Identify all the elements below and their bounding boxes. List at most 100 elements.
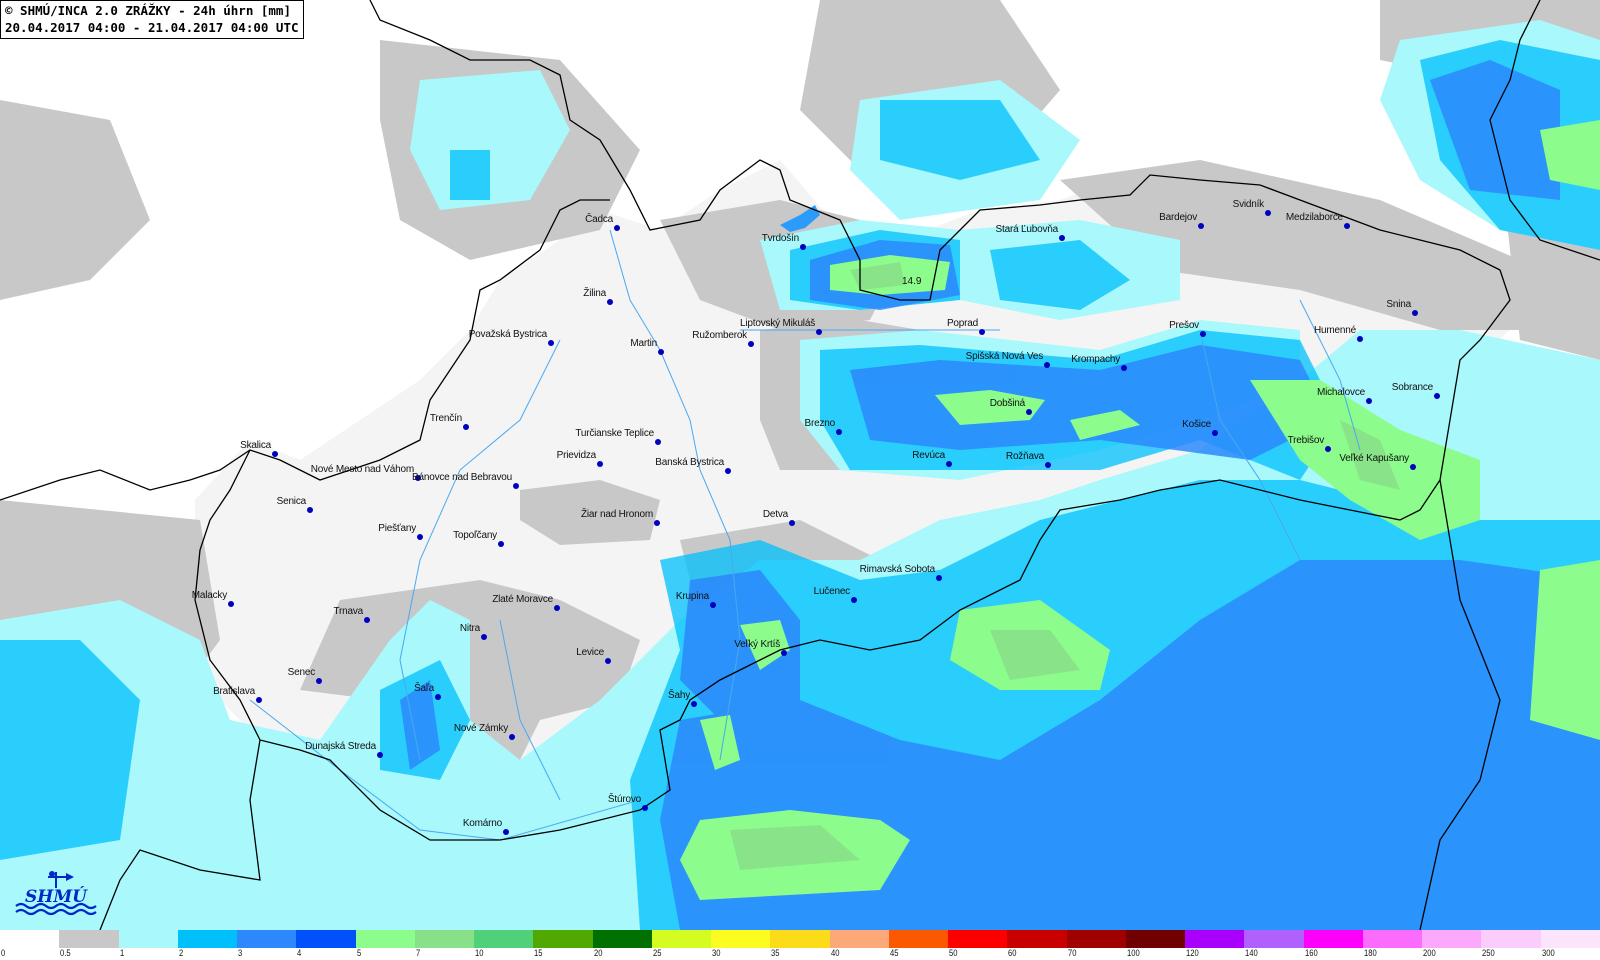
- legend-swatch: [1007, 930, 1068, 948]
- legend-swatch: [711, 930, 772, 948]
- city-label: Michalovce: [1316, 387, 1365, 398]
- city-dot-icon: [498, 541, 504, 547]
- city-label: Dobšiná: [989, 398, 1025, 409]
- legend-label: 40: [830, 948, 840, 959]
- city-dot-icon: [377, 752, 383, 758]
- city-label: Svidník: [1232, 199, 1265, 210]
- legend-label: 4: [297, 948, 302, 959]
- city-label: Snina: [1386, 299, 1411, 310]
- city-dot-icon: [503, 829, 509, 835]
- city-dot-icon: [816, 329, 822, 335]
- legend-label: 200: [1423, 948, 1436, 959]
- city-dot-icon: [946, 461, 952, 467]
- city-label: Rožňava: [1005, 451, 1044, 462]
- legend-label: 70: [1067, 948, 1077, 959]
- city-label: Poprad: [946, 318, 978, 329]
- city-dot-icon: [435, 694, 441, 700]
- legend-swatch: [533, 930, 594, 948]
- legend-swatch: [118, 930, 179, 948]
- city-dot-icon: [1412, 310, 1418, 316]
- legend-label: 100: [1126, 948, 1140, 959]
- legend-label: 250: [1482, 948, 1496, 959]
- legend-label: 0.5: [60, 948, 71, 959]
- legend-label: 0: [1, 948, 6, 959]
- legend-swatch: [592, 930, 653, 948]
- city-label: Revúca: [912, 450, 945, 461]
- legend-swatch: [948, 930, 1009, 948]
- city-label: Nitra: [459, 623, 480, 634]
- city-label: Komárno: [462, 818, 502, 829]
- city-label: Senec: [287, 667, 316, 678]
- legend-swatch: [1540, 930, 1600, 948]
- city-label: Žiar nad Hronom: [580, 509, 653, 520]
- city-label: Topoľčany: [453, 530, 497, 541]
- city-label: Krupina: [675, 591, 709, 602]
- city-label: Tvrdošín: [761, 233, 800, 244]
- city-dot-icon: [1410, 464, 1416, 470]
- city-dot-icon: [1044, 362, 1050, 368]
- city-dot-icon: [256, 697, 262, 703]
- city-label: Trenčín: [429, 413, 462, 424]
- city-label: Považská Bystrica: [468, 329, 547, 340]
- city-dot-icon: [725, 468, 731, 474]
- city-label: Zlaté Moravce: [492, 594, 553, 605]
- city-dot-icon: [607, 299, 613, 305]
- legend-swatch: [296, 930, 357, 948]
- legend-swatch: [59, 930, 120, 948]
- legend-label: 7: [415, 948, 421, 959]
- legend-swatch: [888, 930, 950, 948]
- map-title: © SHMÚ/INCA 2.0 ZRÁŽKY - 24h úhrn [mm] 2…: [0, 0, 304, 39]
- city-dot-icon: [463, 424, 469, 430]
- city-dot-icon: [228, 601, 234, 607]
- legend-swatch: [1066, 930, 1127, 948]
- city-dot-icon: [1026, 409, 1032, 415]
- city-label: Šaľa: [414, 683, 434, 694]
- city-dot-icon: [548, 340, 554, 346]
- legend-label: 10: [475, 948, 484, 959]
- city-dot-icon: [658, 349, 664, 355]
- shmu-logo: SHMÚ: [15, 871, 97, 916]
- legend-label: 30: [712, 948, 721, 959]
- city-dot-icon: [364, 617, 370, 623]
- legend-swatch: [414, 930, 476, 948]
- city-label: Martin: [630, 338, 657, 349]
- city-label: Trnava: [333, 606, 363, 617]
- logo-text: SHMÚ: [25, 886, 88, 907]
- legend-swatch: [237, 930, 298, 948]
- legend-swatch: [1125, 930, 1187, 948]
- city-dot-icon: [1265, 210, 1271, 216]
- precipitation-map: [0, 0, 1600, 930]
- city-label: Turčianske Teplice: [575, 428, 654, 439]
- city-label: Veľký Krtíš: [734, 639, 780, 650]
- legend-swatch: [1303, 930, 1364, 948]
- city-label: Nové Zámky: [453, 723, 508, 734]
- legend-swatch: [651, 930, 713, 948]
- legend-label: 140: [1245, 948, 1259, 959]
- legend-label: 50: [949, 948, 958, 959]
- city-label: Veľké Kapušany: [1339, 453, 1409, 464]
- city-label: Detva: [762, 509, 788, 520]
- city-dot-icon: [936, 575, 942, 581]
- legend-swatch: [1185, 930, 1246, 948]
- city-label: Brezno: [804, 418, 836, 429]
- city-dot-icon: [605, 658, 611, 664]
- title-period: 20.04.2017 04:00 - 21.04.2017 04:00 UTC: [5, 20, 299, 35]
- legend-swatch: [355, 930, 416, 948]
- orava-reservoir: [780, 205, 820, 232]
- city-dot-icon: [481, 634, 487, 640]
- legend-swatch: [1244, 930, 1305, 948]
- city-dot-icon: [554, 605, 560, 611]
- max-value-label: 14.9: [902, 276, 922, 287]
- city-label: Krompachy: [1071, 354, 1120, 365]
- title-product: © SHMÚ/INCA 2.0 ZRÁŽKY - 24h úhrn [mm]: [5, 3, 291, 18]
- city-dot-icon: [1198, 223, 1204, 229]
- city-label: Bratislava: [213, 686, 255, 697]
- legend-label: 25: [652, 948, 662, 959]
- legend-label: 45: [889, 948, 899, 959]
- city-dot-icon: [1434, 393, 1440, 399]
- city-dot-icon: [1344, 223, 1350, 229]
- city-label: Rimavská Sobota: [859, 564, 936, 575]
- city-dot-icon: [1059, 235, 1065, 241]
- legend-label: 3: [238, 948, 243, 959]
- city-dot-icon: [614, 225, 620, 231]
